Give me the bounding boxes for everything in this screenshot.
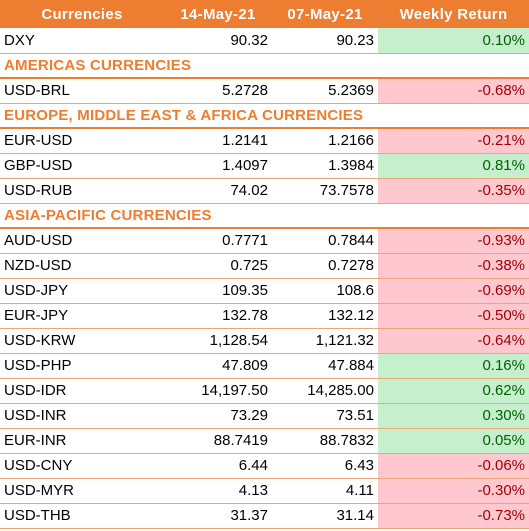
rate-previous-cell: 31.14 bbox=[272, 503, 378, 529]
rate-current-cell: 6.44 bbox=[164, 453, 272, 479]
weekly-return-cell: -0.21% bbox=[378, 128, 529, 154]
rate-previous-cell: 73.51 bbox=[272, 403, 378, 429]
section-title: AMERICAS CURRENCIES bbox=[0, 53, 529, 79]
rate-previous-cell: 0.7844 bbox=[272, 228, 378, 254]
rate-current-cell: 73.29 bbox=[164, 403, 272, 429]
rate-previous-cell: 5.2369 bbox=[272, 78, 378, 104]
currency-pair-cell: USD-JPY bbox=[0, 278, 164, 304]
currency-pair-cell: AUD-USD bbox=[0, 228, 164, 254]
rate-previous-cell: 14,285.00 bbox=[272, 378, 378, 404]
currency-pair-cell: GBP-USD bbox=[0, 153, 164, 179]
rate-current-cell: 0.7771 bbox=[164, 228, 272, 254]
rate-current-cell: 31.37 bbox=[164, 503, 272, 529]
weekly-return-cell: -0.35% bbox=[378, 178, 529, 204]
rate-previous-cell: 6.43 bbox=[272, 453, 378, 479]
currency-pair-cell: USD-PHP bbox=[0, 353, 164, 379]
weekly-return-cell: -0.38% bbox=[378, 253, 529, 279]
table-row: NZD-USD 0.725 0.7278 -0.38% bbox=[0, 253, 529, 279]
weekly-return-cell: -0.50% bbox=[378, 303, 529, 329]
table-row: USD-INR 73.29 73.51 0.30% bbox=[0, 403, 529, 429]
header-date-previous: 07-May-21 bbox=[272, 0, 378, 28]
table-row: DXY 90.32 90.23 0.10% bbox=[0, 28, 529, 54]
table-row: USD-THB 31.37 31.14 -0.73% bbox=[0, 503, 529, 529]
table-row: USD-RUB 74.02 73.7578 -0.35% bbox=[0, 178, 529, 204]
weekly-return-cell: -0.06% bbox=[378, 453, 529, 479]
currency-pair-cell: USD-INR bbox=[0, 403, 164, 429]
table-row: USD-BRL 5.2728 5.2369 -0.68% bbox=[0, 78, 529, 104]
rate-previous-cell: 0.7278 bbox=[272, 253, 378, 279]
rate-current-cell: 1,128.54 bbox=[164, 328, 272, 354]
rate-current-cell: 88.7419 bbox=[164, 428, 272, 454]
rate-previous-cell: 73.7578 bbox=[272, 178, 378, 204]
weekly-return-cell: 0.81% bbox=[378, 153, 529, 179]
table-row: EUR-USD 1.2141 1.2166 -0.21% bbox=[0, 128, 529, 154]
rate-previous-cell: 1,121.32 bbox=[272, 328, 378, 354]
rate-current-cell: 47.809 bbox=[164, 353, 272, 379]
weekly-return-cell: 0.10% bbox=[378, 28, 529, 54]
weekly-return-cell: 0.62% bbox=[378, 378, 529, 404]
weekly-return-cell: -0.93% bbox=[378, 228, 529, 254]
currency-pair-cell: USD-IDR bbox=[0, 378, 164, 404]
weekly-return-cell: -0.73% bbox=[378, 503, 529, 529]
table-row: USD-MYR 4.13 4.11 -0.30% bbox=[0, 478, 529, 504]
rate-current-cell: 1.4097 bbox=[164, 153, 272, 179]
weekly-return-cell: -0.68% bbox=[378, 78, 529, 104]
rate-current-cell: 90.32 bbox=[164, 28, 272, 54]
rate-current-cell: 1.2141 bbox=[164, 128, 272, 154]
rate-previous-cell: 4.11 bbox=[272, 478, 378, 504]
rate-previous-cell: 108.6 bbox=[272, 278, 378, 304]
weekly-return-cell: -0.64% bbox=[378, 328, 529, 354]
table-row: USD-CNY 6.44 6.43 -0.06% bbox=[0, 453, 529, 479]
table-row: USD-IDR 14,197.50 14,285.00 0.62% bbox=[0, 378, 529, 404]
currency-pair-cell: USD-MYR bbox=[0, 478, 164, 504]
section-title: ASIA-PACIFIC CURRENCIES bbox=[0, 203, 529, 229]
rate-previous-cell: 88.7832 bbox=[272, 428, 378, 454]
header-date-current: 14-May-21 bbox=[164, 0, 272, 28]
table-row: AUD-USD 0.7771 0.7844 -0.93% bbox=[0, 228, 529, 254]
rate-current-cell: 5.2728 bbox=[164, 78, 272, 104]
currency-pair-cell: USD-RUB bbox=[0, 178, 164, 204]
header-row: Currencies 14-May-21 07-May-21 Weekly Re… bbox=[0, 0, 529, 28]
currency-pair-cell: EUR-USD bbox=[0, 128, 164, 154]
rate-current-cell: 4.13 bbox=[164, 478, 272, 504]
section-header-row: AMERICAS CURRENCIES bbox=[0, 53, 529, 79]
rate-current-cell: 132.78 bbox=[164, 303, 272, 329]
rate-current-cell: 109.35 bbox=[164, 278, 272, 304]
rate-current-cell: 0.725 bbox=[164, 253, 272, 279]
table-row: EUR-JPY 132.78 132.12 -0.50% bbox=[0, 303, 529, 329]
weekly-return-cell: -0.30% bbox=[378, 478, 529, 504]
section-header-row: ASIA-PACIFIC CURRENCIES bbox=[0, 203, 529, 229]
currency-pair-cell: USD-KRW bbox=[0, 328, 164, 354]
table-row: GBP-USD 1.4097 1.3984 0.81% bbox=[0, 153, 529, 179]
currency-pair-cell: EUR-JPY bbox=[0, 303, 164, 329]
currency-pair-cell: USD-THB bbox=[0, 503, 164, 529]
currency-pair-cell: EUR-INR bbox=[0, 428, 164, 454]
table-row: USD-KRW 1,128.54 1,121.32 -0.64% bbox=[0, 328, 529, 354]
rate-previous-cell: 1.3984 bbox=[272, 153, 378, 179]
rate-previous-cell: 1.2166 bbox=[272, 128, 378, 154]
table-row: USD-PHP 47.809 47.884 0.16% bbox=[0, 353, 529, 379]
rate-previous-cell: 90.23 bbox=[272, 28, 378, 54]
section-header-row: EUROPE, MIDDLE EAST & AFRICA CURRENCIES bbox=[0, 103, 529, 129]
weekly-return-cell: 0.30% bbox=[378, 403, 529, 429]
rate-previous-cell: 47.884 bbox=[272, 353, 378, 379]
section-title: EUROPE, MIDDLE EAST & AFRICA CURRENCIES bbox=[0, 103, 529, 129]
table-row: EUR-INR 88.7419 88.7832 0.05% bbox=[0, 428, 529, 454]
weekly-return-cell: 0.05% bbox=[378, 428, 529, 454]
header-weekly-return: Weekly Return bbox=[378, 0, 529, 28]
weekly-return-cell: -0.69% bbox=[378, 278, 529, 304]
currency-pair-cell: USD-BRL bbox=[0, 78, 164, 104]
currency-pair-cell: DXY bbox=[0, 28, 164, 54]
currency-pair-cell: USD-CNY bbox=[0, 453, 164, 479]
rate-current-cell: 14,197.50 bbox=[164, 378, 272, 404]
currency-pair-cell: NZD-USD bbox=[0, 253, 164, 279]
weekly-return-cell: 0.16% bbox=[378, 353, 529, 379]
table-body: DXY 90.32 90.23 0.10% AMERICAS CURRENCIES USD… bbox=[0, 28, 529, 529]
rate-previous-cell: 132.12 bbox=[272, 303, 378, 329]
table-row: USD-JPY 109.35 108.6 -0.69% bbox=[0, 278, 529, 304]
rate-current-cell: 74.02 bbox=[164, 178, 272, 204]
header-currencies: Currencies bbox=[0, 0, 164, 28]
